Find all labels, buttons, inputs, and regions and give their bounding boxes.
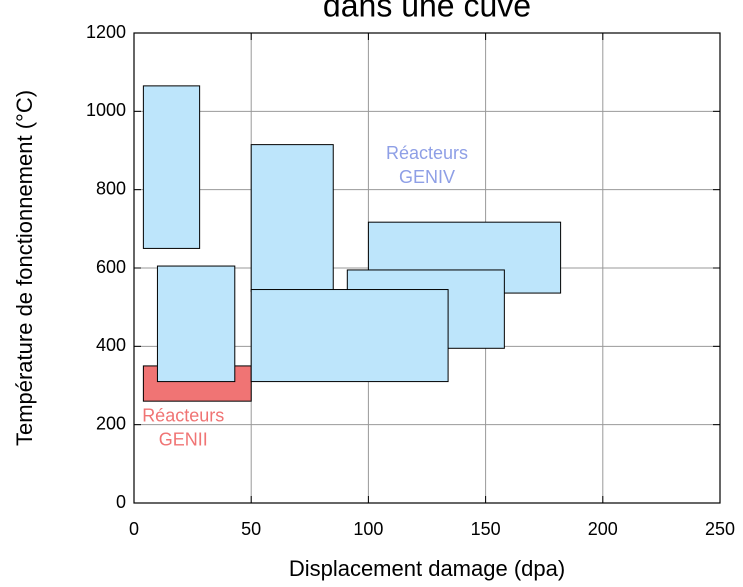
- range-box: [250, 144, 334, 292]
- y-tick-label: 0: [116, 492, 126, 512]
- y-tick-label: 200: [96, 413, 126, 433]
- x-tick-label: 0: [129, 519, 139, 539]
- annotation: GENII: [159, 429, 208, 449]
- y-tick-label: 600: [96, 257, 126, 277]
- plot-frame: [133, 32, 721, 504]
- x-tick-label: 100: [353, 519, 383, 539]
- x-tick-label: 250: [705, 519, 735, 539]
- x-tick-label: 150: [471, 519, 501, 539]
- x-tick-label: 50: [241, 519, 261, 539]
- y-axis-label: Température de fonctionnement (°C): [12, 90, 37, 446]
- annotation: Réacteurs: [386, 143, 468, 163]
- x-tick-label: 200: [588, 519, 618, 539]
- y-tick-label: 1200: [86, 22, 126, 42]
- y-tick-label: 1000: [86, 100, 126, 120]
- annotation: Réacteurs: [142, 405, 224, 425]
- x-axis-label: Displacement damage (dpa): [289, 556, 565, 581]
- range-box: [250, 289, 449, 383]
- range-box: [156, 265, 236, 383]
- y-tick-label: 400: [96, 335, 126, 355]
- y-tick-label: 800: [96, 178, 126, 198]
- range-box: [142, 85, 201, 249]
- annotation: GENIV: [399, 167, 455, 187]
- chart-title: dans une cuve: [323, 0, 531, 23]
